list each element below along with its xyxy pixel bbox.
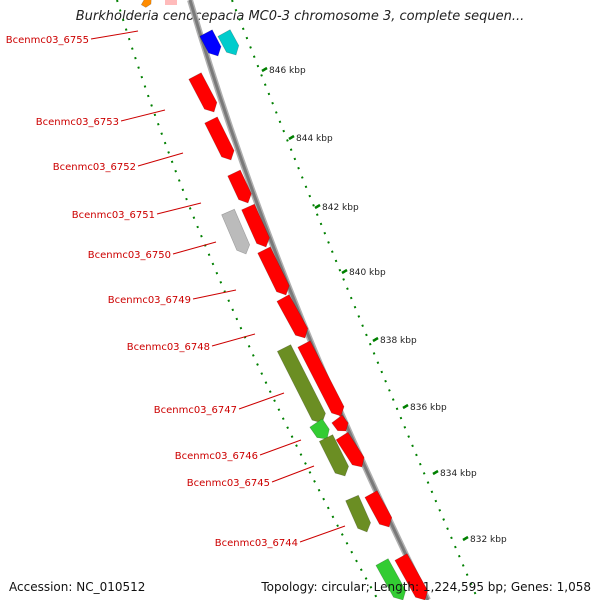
cds-6752 [204, 116, 235, 161]
cds-6749 [257, 246, 290, 296]
backbone-line [188, 0, 430, 600]
scale-tick-label: 842 kbp [322, 203, 359, 213]
label-leader-line [137, 152, 184, 167]
cds-6746a [331, 414, 349, 432]
gene-label[interactable]: Bcenmc03_6753 [36, 117, 119, 128]
label-leader-line [156, 202, 202, 215]
cds-6750 [241, 203, 270, 248]
label-leader-line [90, 30, 139, 40]
gene-label[interactable]: Bcenmc03_6746 [175, 451, 258, 462]
cds-6747 [297, 340, 345, 417]
scale-tick-label: 836 kbp [410, 403, 447, 413]
feature-6750 [221, 208, 251, 255]
scale-tick-label: 844 kbp [296, 134, 333, 144]
green-feature-6746 [309, 418, 330, 440]
blue-feature [199, 29, 222, 57]
gene-label[interactable]: Bcenmc03_6748 [127, 342, 210, 353]
scale-tick-label: 834 kbp [440, 469, 477, 479]
label-leader-line [192, 289, 237, 300]
scale-tick-mark [314, 203, 321, 210]
orange-feature [140, 0, 152, 8]
label-leader-line [211, 333, 256, 347]
cds-6748 [276, 294, 309, 339]
backbone [187, 0, 431, 600]
cds-6751 [227, 169, 252, 204]
scale-tick-mark [462, 535, 469, 542]
scale-tick-label: 832 kbp [470, 535, 507, 545]
label-leader-line [172, 241, 217, 255]
label-lines [90, 30, 346, 543]
gene-label[interactable]: Bcenmc03_6745 [187, 478, 270, 489]
gene-labels: Bcenmc03_6755 Bcenmc03_6753 Bcenmc03_6752 B… [6, 35, 298, 549]
cds-6753 [188, 72, 218, 113]
scale-tick-label: 846 kbp [269, 66, 306, 76]
pink-feature [165, 0, 177, 5]
label-leader-line [259, 439, 302, 456]
cds-6746b [335, 431, 365, 468]
map-title: Burkholderia cenocepacia MC0-3 chromosom… [75, 9, 525, 24]
gene-label[interactable]: Bcenmc03_6744 [215, 538, 298, 549]
cyan-feature [217, 29, 240, 56]
scale-ticks: 846 kbp 844 kbp 842 kbp 840 kbp 838 kbp 836 k… [261, 66, 507, 545]
label-leader-line [238, 392, 285, 410]
accession: Accession: NC_010512 [9, 580, 146, 594]
scale-tick-mark [432, 469, 439, 476]
feature-6745 [345, 494, 371, 533]
cds-6745 [364, 490, 393, 528]
feature-6747 [276, 344, 326, 424]
scale-tick-mark [341, 268, 348, 275]
scale-tick-mark [402, 403, 409, 410]
gene-label[interactable]: Bcenmc03_6751 [72, 210, 155, 221]
gene-label[interactable]: Bcenmc03_6750 [88, 250, 171, 261]
scale-tick-label: 840 kbp [349, 268, 386, 278]
label-leader-line [299, 525, 346, 543]
backbone-shadow [187, 0, 431, 600]
gene-features [140, 0, 429, 600]
feature-6746 [318, 434, 349, 477]
label-leader-line [120, 109, 166, 122]
cds-6744 [394, 553, 429, 600]
gene-label[interactable]: Bcenmc03_6747 [154, 405, 237, 416]
scale-tick-mark [372, 336, 379, 343]
map-summary: Topology: circular; Length: 1,224,595 bp… [261, 580, 591, 594]
scale-tick-mark [288, 134, 295, 141]
gene-label[interactable]: Bcenmc03_6755 [6, 35, 89, 46]
scale-tick-mark [261, 66, 268, 73]
gene-label[interactable]: Bcenmc03_6752 [53, 162, 136, 173]
label-leader-line [271, 465, 315, 483]
green-feature-6744 [375, 558, 407, 600]
scale-tick-label: 838 kbp [380, 336, 417, 346]
gene-label[interactable]: Bcenmc03_6749 [108, 295, 191, 306]
